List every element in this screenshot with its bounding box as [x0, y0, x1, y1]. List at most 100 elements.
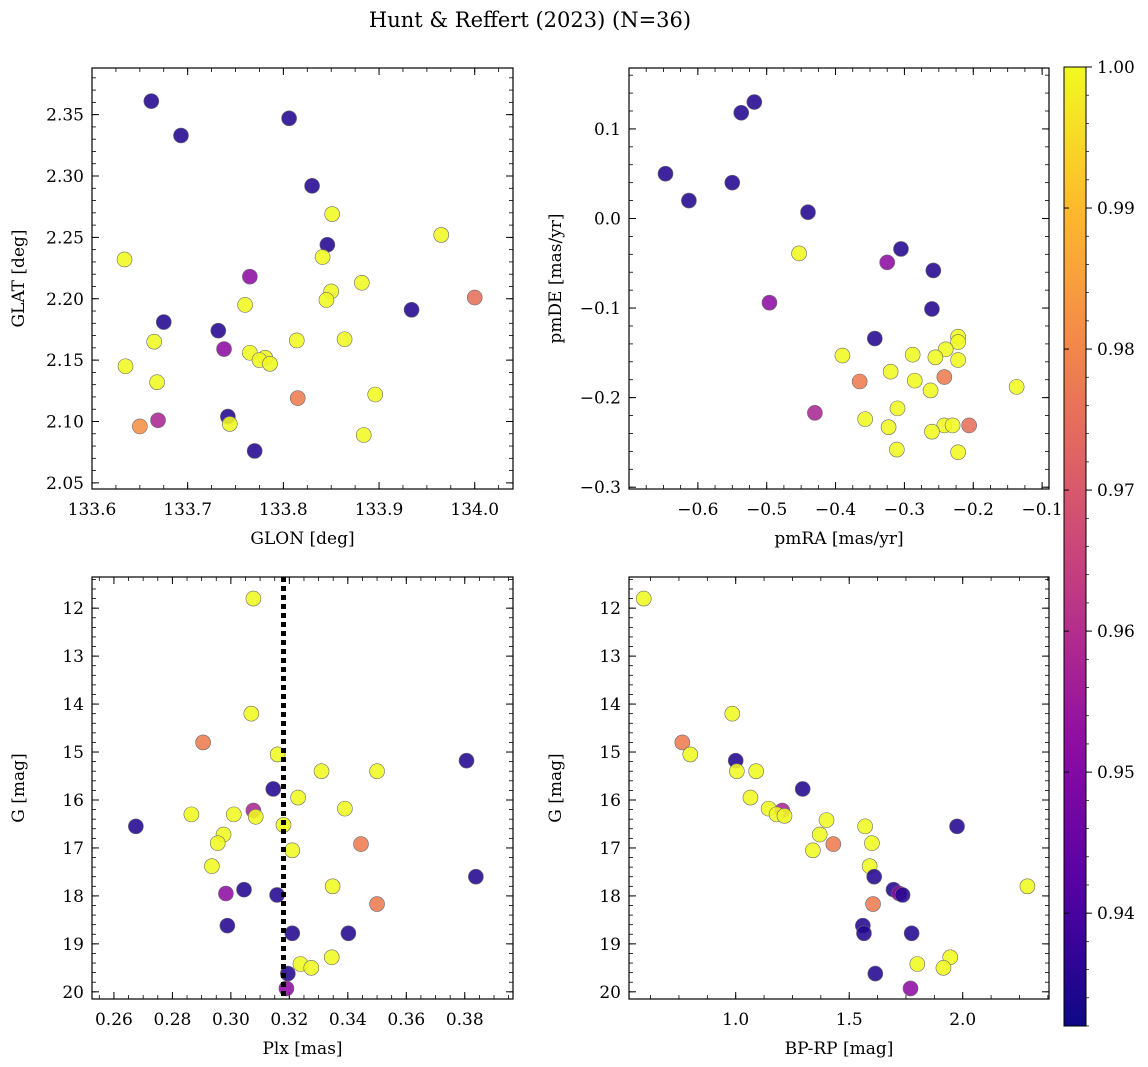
y-tick-label: 2.35	[46, 106, 84, 126]
data-point	[867, 965, 884, 982]
data-point	[236, 881, 252, 898]
y-tick-label: 14	[62, 695, 84, 715]
data-point	[216, 341, 232, 357]
data-point	[237, 297, 253, 313]
data-point	[950, 444, 966, 461]
figure-title: Hunt & Reffert (2023) (N=36)	[369, 8, 691, 32]
y-tick-label: −0.2	[580, 389, 621, 409]
data-point	[116, 251, 133, 268]
data-point	[284, 842, 301, 859]
data-point	[856, 925, 872, 942]
data-point	[880, 419, 897, 435]
data-point	[927, 349, 944, 366]
y-tick-label: 17	[599, 839, 621, 859]
axes-frame	[628, 576, 1050, 1000]
data-point	[150, 412, 166, 429]
data-point	[950, 334, 966, 350]
data-point	[724, 705, 741, 722]
y-tick-label: 2.25	[46, 228, 84, 248]
data-point	[369, 763, 385, 780]
x-tick-label: 0.38	[446, 1010, 484, 1030]
x-tick-label: 133.6	[68, 500, 117, 520]
x-tick-label: −0.6	[677, 500, 718, 520]
data-point	[246, 443, 263, 459]
x-tick-label: 133.9	[355, 500, 404, 520]
data-point	[1019, 878, 1036, 895]
x-axis-label: GLON [deg]	[250, 529, 354, 549]
y-tick-label: 15	[599, 743, 621, 763]
colorbar-tick-label: 0.97	[1097, 481, 1135, 501]
colorbar-tick-label: 0.95	[1097, 763, 1135, 783]
data-point	[867, 330, 883, 347]
data-point	[324, 206, 340, 222]
data-point	[225, 806, 242, 823]
data-point	[825, 836, 842, 852]
data-point	[324, 878, 341, 895]
data-point	[864, 835, 880, 851]
y-tick-label: 14	[599, 695, 621, 715]
colorbar-tick-label: 0.96	[1097, 622, 1135, 642]
data-point	[893, 241, 909, 257]
y-axis-label: G [mag]	[546, 753, 566, 822]
data-point	[288, 332, 305, 349]
axes-frame	[91, 576, 514, 1000]
data-point	[354, 274, 370, 291]
data-point	[117, 358, 134, 375]
data-point	[242, 268, 258, 285]
x-tick-label: 0.34	[329, 1010, 367, 1030]
y-tick-label: 16	[599, 791, 621, 811]
data-point	[323, 949, 340, 966]
data-point	[403, 301, 420, 318]
data-point	[935, 960, 952, 976]
data-point	[290, 789, 306, 806]
data-point	[1008, 379, 1025, 395]
data-point	[340, 925, 357, 942]
data-point	[811, 826, 828, 843]
data-point	[950, 352, 966, 368]
data-point	[944, 417, 961, 434]
data-point	[682, 746, 699, 763]
x-tick-label: 133.7	[163, 500, 212, 520]
y-tick-label: 2.30	[46, 167, 84, 187]
y-axis-label: pmDE [mas/yr]	[546, 213, 566, 343]
data-point	[807, 405, 823, 421]
data-point	[894, 887, 911, 903]
data-point	[857, 411, 873, 427]
panel-2: −0.6 −0.5 −0.4 −0.3 −0.2 −0.1 −0.3 −0.2 −0.1 0.0 0…	[546, 67, 1063, 549]
data-point	[132, 418, 148, 435]
data-point	[882, 363, 899, 380]
x-tick-label: 0.36	[387, 1010, 425, 1030]
y-tick-label: 0.0	[594, 209, 621, 229]
y-tick-label: 16	[62, 791, 84, 811]
data-point	[857, 818, 873, 835]
y-tick-label: 2.15	[46, 351, 84, 371]
data-point	[904, 346, 921, 363]
y-tick-label: 12	[62, 599, 84, 619]
data-point	[851, 373, 868, 390]
data-point	[218, 885, 234, 902]
y-tick-label: 19	[62, 935, 84, 955]
data-point	[748, 763, 764, 780]
data-point	[265, 781, 282, 797]
data-point	[318, 292, 335, 308]
data-point	[922, 382, 939, 399]
data-point	[776, 808, 793, 824]
data-point	[304, 178, 320, 194]
data-point	[879, 254, 895, 271]
colorbar-tick-label: 0.98	[1097, 340, 1135, 360]
data-point	[791, 245, 807, 262]
data-point	[724, 174, 741, 191]
y-tick-label: 17	[62, 839, 84, 859]
data-point	[961, 417, 977, 434]
panels: 133.6 133.7 133.8 133.9 134.0 2.05 2.10 2.15 2.2…	[9, 67, 1063, 1059]
y-tick-label: 2.10	[46, 412, 84, 432]
data-point	[468, 868, 484, 885]
data-point	[936, 369, 953, 385]
colorbar-tick-label: 0.94	[1097, 904, 1135, 924]
x-tick-label: 1.5	[836, 1010, 863, 1030]
data-point	[729, 763, 745, 780]
y-tick-label: 18	[599, 887, 621, 907]
data-point	[337, 800, 353, 817]
axes-frame	[91, 67, 514, 490]
colorbar-tick-label: 0.99	[1097, 199, 1135, 219]
